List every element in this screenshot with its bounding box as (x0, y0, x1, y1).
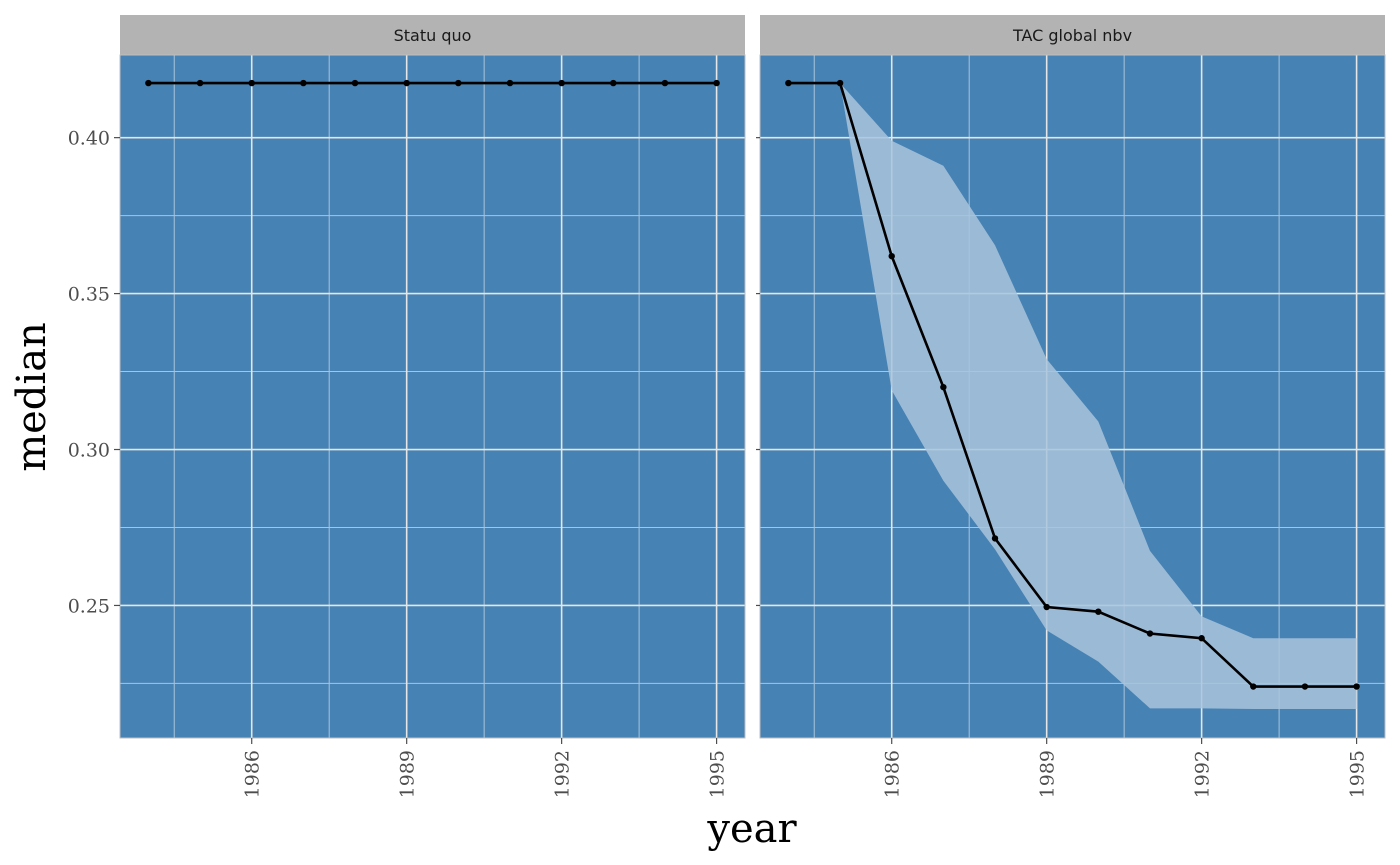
median-point (455, 79, 462, 87)
y-tick-label: 0.30 (68, 440, 110, 462)
median-point (991, 535, 999, 542)
median-point (1250, 683, 1257, 690)
y-tick-label: 0.40 (68, 128, 110, 150)
median-point (300, 79, 307, 87)
median-point (785, 79, 792, 87)
median-point (1146, 630, 1154, 637)
y-tick-label: 0.25 (68, 595, 110, 617)
median-point (145, 79, 152, 87)
median-point (713, 79, 720, 87)
median-point (1095, 608, 1102, 615)
median-point (248, 79, 255, 87)
x-tick-label: 1995 (707, 750, 729, 798)
x-tick-label: 1995 (1347, 750, 1369, 798)
median-line (788, 81, 1357, 688)
median-point (661, 79, 669, 87)
median-point (940, 383, 947, 391)
median-point (1198, 635, 1205, 642)
y-axis-title: median (9, 322, 55, 472)
uncertainty-ribbon (788, 83, 1357, 709)
strip-label: TAC global nbv (1012, 26, 1132, 45)
x-tick-label: 1989 (397, 750, 419, 798)
strip-label: Statu quo (394, 26, 472, 45)
median-point (403, 79, 410, 87)
panel-2: TAC global nbv 1986 1989 1992 1995 (756, 15, 1386, 798)
x-axis-title: year (706, 806, 797, 852)
median-point (1301, 683, 1309, 690)
panels-group: Statu quo 1986 1989 1992 1995 0.25 0.30 0.35 0.4… (68, 15, 1386, 798)
panel-border (119, 54, 746, 739)
x-tick-label: 1986 (882, 750, 904, 798)
panel-border (759, 54, 1386, 739)
median-point (506, 79, 514, 87)
panel-1: Statu quo 1986 1989 1992 1995 0.25 0.30 0.35 0.4… (68, 15, 746, 798)
median-point (196, 79, 204, 87)
median-point (836, 79, 844, 87)
x-tick-label: 1992 (552, 750, 574, 798)
strip-background (120, 15, 745, 55)
x-tick-label: 1986 (242, 750, 264, 798)
median-point (351, 79, 359, 87)
x-tick-label: 1992 (1192, 750, 1214, 798)
median-point (610, 79, 617, 87)
median-point (1043, 603, 1050, 611)
y-tick-label: 0.35 (68, 284, 110, 306)
strip-background (760, 15, 1385, 55)
median-point (558, 79, 565, 87)
x-tick-label: 1989 (1037, 750, 1059, 798)
median-point (1353, 683, 1360, 690)
panel-background (120, 55, 745, 738)
median-point (888, 252, 895, 260)
